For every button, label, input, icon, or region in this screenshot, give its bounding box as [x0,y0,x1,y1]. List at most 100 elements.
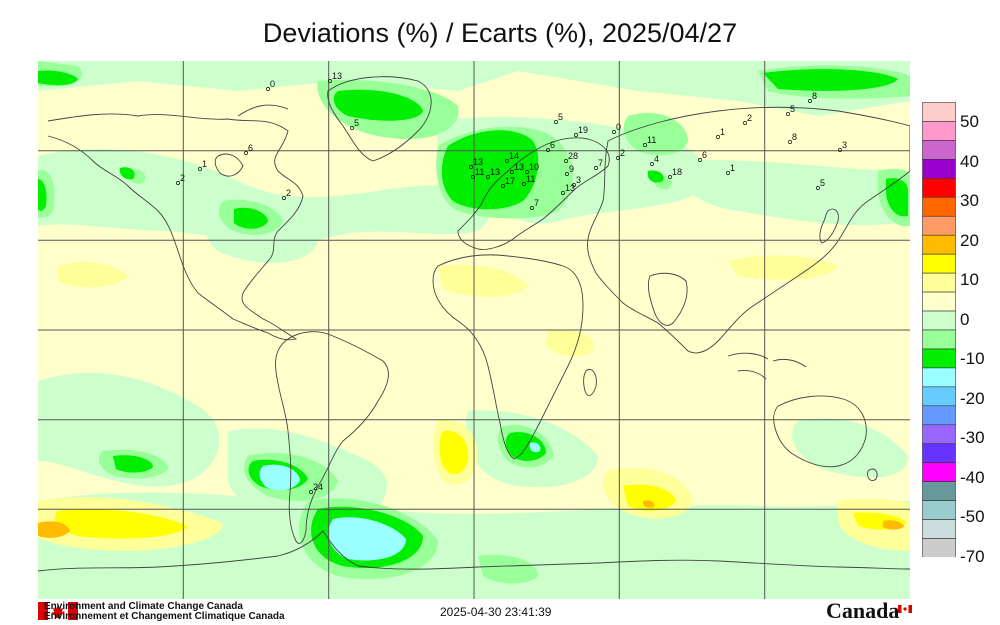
station-value: 11 [475,167,484,177]
station-marker [668,175,672,179]
station-value: 6 [550,140,555,150]
station-marker [530,206,534,210]
legend-swatch [922,102,956,122]
station-marker [808,99,812,103]
station-marker [698,158,702,162]
station-value: 17 [505,176,515,186]
color-legend [922,102,956,562]
station-marker [501,184,505,188]
station-value: 1 [202,159,207,169]
station-value: 4 [654,154,659,164]
legend-swatch [922,443,956,464]
station-marker [350,126,354,130]
station-marker [244,151,248,155]
station-value: 6 [702,150,707,160]
deviation-map: 13 0 5 1 6 2 2 5 19 0 1 2 5 8 8 3 6 28 2 11 4 6 1 7 9 3 13 18 5 13 14 1… [38,61,910,599]
legend-swatch [922,178,956,198]
station-value: 2 [180,173,185,183]
station-marker [176,181,180,185]
station-marker [266,87,270,91]
yellow-regions [54,430,906,539]
station-value: 5 [790,104,795,114]
station-value: 14 [509,151,519,161]
station-value: 19 [578,125,588,135]
station-value: 2 [620,148,625,158]
station-value: 13 [490,167,500,177]
map-title: Deviations (%) / Ecarts (%), 2025/04/27 [262,18,738,48]
legend-swatch [922,500,956,520]
station-marker [505,159,509,163]
graticule [38,61,910,599]
legend-swatch [922,348,956,369]
station-value: 13 [332,71,342,81]
station-marker [469,165,473,169]
station-marker [643,143,647,147]
station-value: 0 [270,79,275,89]
station-marker [282,196,286,200]
station-marker [564,159,568,163]
footer-org [38,602,78,620]
station-value: 10 [529,162,539,172]
legend-swatch [922,462,956,482]
station-marker [554,120,558,124]
station-value: 8 [812,91,817,101]
legend-swatch [922,234,956,255]
org-name-fr: Environnement et Changement Climatique C… [44,611,285,622]
station-value: 7 [598,158,603,168]
station-marker [486,175,490,179]
station-value: 5 [820,178,825,188]
station-marker [786,112,790,116]
orange-regions [38,500,904,538]
legend-swatch [922,121,956,141]
legend-swatch [922,253,956,274]
legend-swatch [922,481,956,501]
station-value: 1 [730,163,735,173]
legend-label: -20 [960,388,985,408]
legend-label: -70 [960,546,985,566]
legend-swatch [922,310,956,331]
station-value: 1 [720,127,725,137]
station-marker [594,166,598,170]
legend-swatch [922,140,956,160]
station-marker [574,133,578,137]
legend-swatch [922,424,956,445]
legend-swatch [922,272,956,293]
legend-swatch [922,405,956,426]
station-value: 6 [248,143,253,153]
station-marker [838,148,842,152]
station-value: 13 [473,157,483,167]
timestamp: 2025-04-30 23:41:39 [440,605,552,619]
legend-label: 30 [960,191,979,210]
station-marker [616,156,620,160]
station-marker [716,135,720,139]
station-marker [561,191,565,195]
wordmark-flag-icon [898,600,912,618]
legend-swatch [922,538,956,558]
station-value: 13 [565,183,575,193]
coastlines [38,76,910,572]
station-marker [522,182,526,186]
legend-label: 0 [960,309,970,329]
legend-swatch [922,291,956,312]
legend-swatch [922,386,956,407]
legend-label: 50 [960,112,979,131]
station-value: 11 [647,135,656,145]
station-marker [328,79,332,83]
station-marker [525,170,529,174]
legend-label: -50 [960,507,985,526]
station-value: 2 [286,188,291,198]
station-value: 5 [354,118,359,128]
legend-label: -40 [960,467,985,487]
station-value: 7 [534,198,539,208]
legend-label: 10 [960,270,979,289]
legend-swatch [922,196,956,217]
station-value: 0 [616,122,621,132]
station-value: 18 [672,167,682,177]
station-marker [572,183,576,187]
legend-swatch [922,367,956,388]
station-value: 13 [514,162,524,172]
station-value: 24 [313,482,323,492]
station-marker [471,175,475,179]
station-marker [650,162,654,166]
